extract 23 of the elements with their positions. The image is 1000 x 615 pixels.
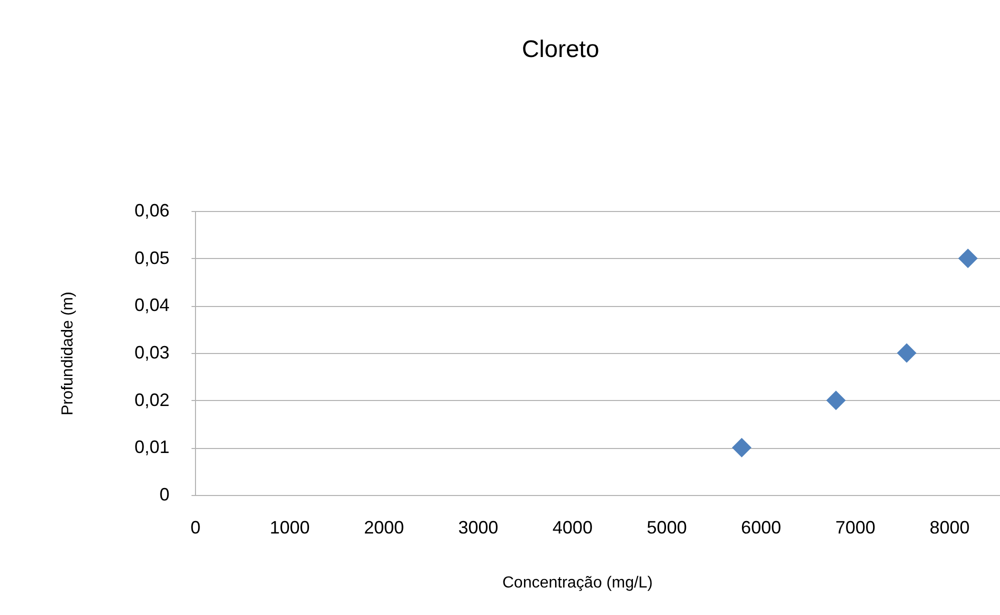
y-tick-label: 0,01 — [134, 437, 170, 458]
y-tick-label: 0,03 — [134, 342, 170, 362]
x-tick-label: 5000 — [646, 518, 687, 538]
y-tick-label: 0,02 — [134, 390, 170, 410]
y-axis-title: Profundidade (m) — [60, 292, 76, 416]
y-tick-label: 0 — [159, 484, 170, 504]
x-axis-title: Concentração (mg/L) — [502, 574, 653, 592]
x-tick-label: 4000 — [552, 518, 593, 538]
y-tick-label: 0,05 — [134, 248, 170, 268]
point — [958, 248, 978, 268]
x-tick-label: 3000 — [458, 518, 498, 538]
y-tick-label: 0,04 — [134, 295, 170, 316]
x-tick-label: 0 — [190, 518, 201, 538]
point — [826, 390, 846, 410]
x-tick-label: 8000 — [930, 518, 970, 538]
x-tick-label: 1000 — [270, 518, 310, 538]
x-tick-label: 7000 — [835, 518, 876, 538]
x-tick-label: 2000 — [364, 518, 404, 538]
point — [896, 343, 916, 363]
y-tick-label: 0,06 — [134, 200, 170, 220]
chart-title: Cloreto — [522, 36, 600, 63]
point — [732, 438, 752, 458]
x-tick-label: 6000 — [741, 518, 782, 538]
